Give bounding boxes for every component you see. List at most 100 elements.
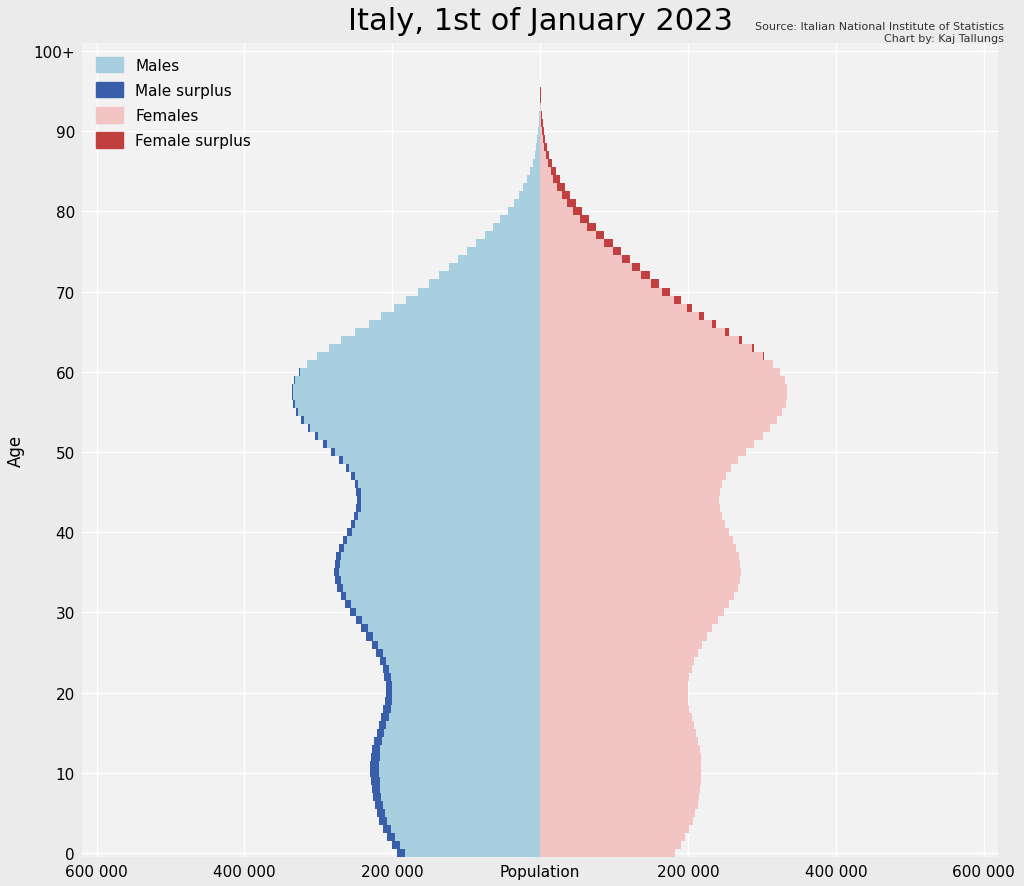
Bar <box>699 312 705 320</box>
Bar <box>541 617 718 625</box>
Bar <box>541 609 724 617</box>
Y-axis label: Age: Age <box>7 434 25 467</box>
Bar <box>303 416 541 424</box>
Bar <box>404 849 541 857</box>
Bar <box>386 688 392 697</box>
Bar <box>395 833 541 841</box>
Bar <box>381 312 541 320</box>
Bar <box>542 120 543 128</box>
Bar <box>296 408 298 416</box>
Bar <box>541 216 580 224</box>
Bar <box>541 168 551 176</box>
Bar <box>389 713 541 721</box>
Bar <box>373 745 381 753</box>
Bar <box>541 296 674 304</box>
Bar <box>355 328 541 337</box>
Bar <box>541 192 561 200</box>
Bar <box>541 825 689 833</box>
Bar <box>541 152 546 160</box>
Bar <box>572 208 583 216</box>
Bar <box>294 377 296 385</box>
Bar <box>541 504 720 513</box>
Bar <box>347 529 351 537</box>
Bar <box>383 649 541 657</box>
Bar <box>541 745 699 753</box>
Bar <box>307 361 541 369</box>
Bar <box>343 456 541 464</box>
Bar <box>300 369 541 377</box>
Bar <box>543 136 545 144</box>
Bar <box>340 561 541 569</box>
Bar <box>541 785 699 793</box>
Bar <box>541 280 651 288</box>
Bar <box>523 184 541 192</box>
Bar <box>387 833 395 841</box>
Bar <box>541 480 722 488</box>
Bar <box>323 440 327 448</box>
Bar <box>541 144 544 152</box>
Bar <box>541 601 729 609</box>
Bar <box>429 280 541 288</box>
Bar <box>295 400 541 408</box>
Bar <box>377 809 385 817</box>
Bar <box>379 761 541 769</box>
Bar <box>370 769 379 777</box>
Bar <box>541 769 701 777</box>
Bar <box>541 416 777 424</box>
Text: Source: Italian National Institute of Statistics
Chart by: Kaj Tallungs: Source: Italian National Institute of St… <box>755 22 1004 43</box>
Bar <box>362 617 541 625</box>
Bar <box>349 464 541 472</box>
Bar <box>361 496 541 504</box>
Bar <box>341 577 541 585</box>
Bar <box>383 801 541 809</box>
Bar <box>541 200 566 208</box>
Bar <box>351 601 541 609</box>
Bar <box>541 184 557 192</box>
Bar <box>343 537 347 545</box>
Bar <box>541 841 681 849</box>
Bar <box>360 488 541 496</box>
Bar <box>377 729 384 737</box>
Bar <box>347 537 541 545</box>
Bar <box>293 385 541 392</box>
Bar <box>383 825 391 833</box>
Bar <box>541 248 613 256</box>
Bar <box>356 617 362 625</box>
Bar <box>541 817 693 825</box>
Bar <box>541 377 784 385</box>
Bar <box>541 849 676 857</box>
Bar <box>541 136 543 144</box>
Bar <box>541 176 553 184</box>
Bar <box>374 737 382 745</box>
Bar <box>541 833 685 841</box>
Bar <box>351 521 355 529</box>
Bar <box>541 385 787 392</box>
Bar <box>385 809 541 817</box>
Bar <box>379 817 387 825</box>
Bar <box>541 697 688 705</box>
Bar <box>392 680 541 688</box>
Bar <box>541 649 697 657</box>
Bar <box>386 657 541 664</box>
Bar <box>341 337 541 345</box>
Bar <box>541 664 691 672</box>
Bar <box>356 609 541 617</box>
Bar <box>314 432 317 440</box>
Bar <box>331 448 335 456</box>
Bar <box>392 697 541 705</box>
Bar <box>541 753 700 761</box>
Bar <box>541 545 736 553</box>
Bar <box>596 232 604 240</box>
Bar <box>541 496 719 504</box>
Bar <box>399 841 541 849</box>
Bar <box>385 697 392 705</box>
Bar <box>354 513 358 521</box>
Bar <box>308 424 310 432</box>
Bar <box>725 328 729 337</box>
Bar <box>651 280 659 288</box>
Bar <box>541 513 722 521</box>
Bar <box>541 593 734 601</box>
Bar <box>380 777 541 785</box>
Bar <box>641 272 649 280</box>
Bar <box>541 472 726 480</box>
